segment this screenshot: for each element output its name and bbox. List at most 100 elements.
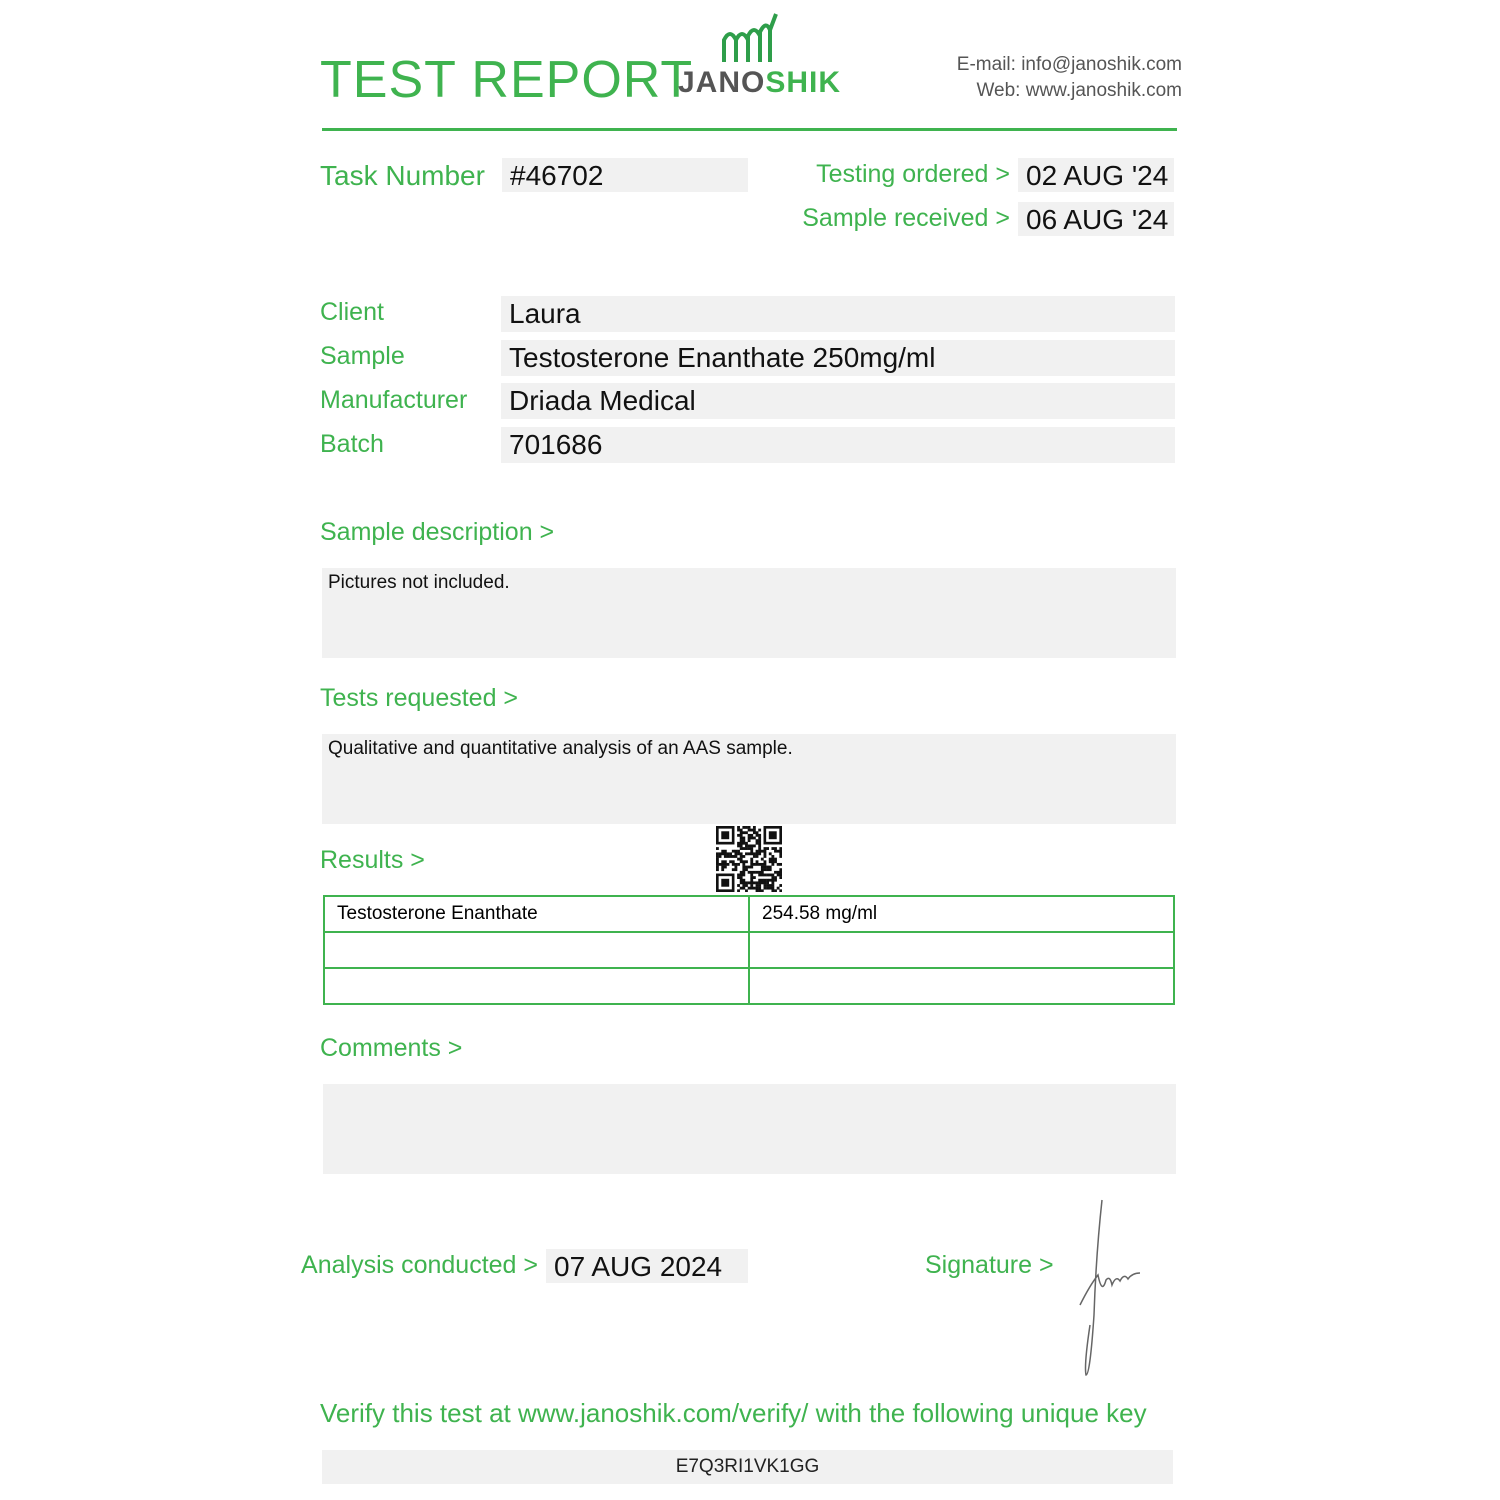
compound-cell: Testosterone Enanthate xyxy=(323,895,750,933)
table-row xyxy=(323,931,1175,969)
qr-module xyxy=(779,868,782,872)
qr-module xyxy=(779,855,782,858)
qr-module xyxy=(716,865,719,869)
qr-module xyxy=(752,855,756,858)
logo-chart-icon xyxy=(722,13,778,62)
qr-module xyxy=(760,881,764,885)
qr-module xyxy=(742,873,746,877)
qr-module xyxy=(745,831,748,835)
qr-module xyxy=(737,852,740,856)
qr-module xyxy=(755,862,759,866)
qr-module xyxy=(774,857,777,861)
analysis-date: 07 AUG 2024 xyxy=(546,1249,748,1283)
qr-module xyxy=(739,860,743,864)
qr-module xyxy=(726,852,730,856)
qr-module xyxy=(731,868,735,872)
qr-module xyxy=(752,852,756,856)
qr-module xyxy=(766,878,769,882)
qr-module xyxy=(747,836,751,840)
qr-module xyxy=(716,860,719,864)
qr-module xyxy=(739,873,743,877)
qr-module xyxy=(752,828,756,832)
manufacturer-value: Driada Medical xyxy=(501,383,1175,419)
qr-module xyxy=(750,876,754,879)
result-cell xyxy=(748,931,1175,969)
qr-module xyxy=(718,855,722,858)
qr-module xyxy=(758,884,762,887)
qr-module xyxy=(745,860,748,864)
qr-module xyxy=(734,852,738,856)
qr-module xyxy=(726,855,730,858)
qr-module xyxy=(760,870,764,874)
qr-module xyxy=(750,865,754,869)
qr-module xyxy=(768,857,772,861)
sample-description-text: Pictures not included. xyxy=(322,568,1176,658)
qr-module xyxy=(747,828,751,832)
qr-module xyxy=(760,889,764,892)
qr-module xyxy=(739,844,743,848)
qr-module xyxy=(763,855,767,858)
qr-module xyxy=(779,849,782,853)
qr-module xyxy=(726,862,730,866)
qr-module xyxy=(750,878,754,882)
qr-module xyxy=(774,849,777,853)
qr-module xyxy=(755,855,759,858)
qr-module xyxy=(758,889,762,892)
email-link[interactable]: E-mail: info@janoshik.com xyxy=(956,54,1182,75)
qr-module xyxy=(758,841,762,845)
batch-label: Batch xyxy=(320,430,384,458)
sample-value: Testosterone Enanthate 250mg/ml xyxy=(501,340,1175,376)
web-link[interactable]: Web: www.janoshik.com xyxy=(976,80,1182,101)
result-cell: 254.58 mg/ml xyxy=(748,895,1175,933)
qr-module xyxy=(750,886,754,890)
qr-module xyxy=(750,836,754,840)
qr-module xyxy=(750,833,754,837)
qr-module xyxy=(750,857,754,861)
qr-module xyxy=(739,857,743,861)
logo-text: JANOSHIK xyxy=(678,66,842,99)
qr-module xyxy=(745,852,748,856)
table-row: Testosterone Enanthate 254.58 mg/ml xyxy=(323,895,1175,933)
qr-module xyxy=(766,865,769,869)
qr-module xyxy=(763,886,767,890)
qr-module xyxy=(737,841,740,845)
qr-module xyxy=(750,862,754,866)
qr-module xyxy=(763,852,767,856)
qr-module xyxy=(766,847,769,850)
qr-module xyxy=(771,889,775,892)
qr-module xyxy=(758,881,762,885)
verify-instructions: Verify this test at www.janoshik.com/ver… xyxy=(320,1398,1147,1428)
qr-module xyxy=(716,857,719,861)
qr-module xyxy=(755,881,759,885)
signature-image xyxy=(1079,1199,1141,1376)
qr-module xyxy=(776,886,780,890)
qr-module xyxy=(734,865,738,869)
qr-module xyxy=(758,849,762,853)
qr-module xyxy=(774,878,777,882)
qr-module xyxy=(758,870,762,874)
qr-module xyxy=(771,884,775,887)
qr-module xyxy=(716,855,719,858)
qr-module xyxy=(768,886,772,890)
qr-code[interactable] xyxy=(716,826,782,892)
qr-module xyxy=(771,873,775,877)
qr-module xyxy=(779,870,782,874)
qr-module xyxy=(760,873,764,877)
qr-module xyxy=(739,876,743,879)
qr-module xyxy=(766,881,769,885)
qr-module xyxy=(758,886,762,890)
qr-module xyxy=(763,847,767,850)
qr-module xyxy=(758,878,762,882)
qr-module xyxy=(750,844,754,848)
qr-module xyxy=(771,855,775,858)
qr-module xyxy=(739,870,743,874)
qr-finder xyxy=(721,878,730,887)
qr-module xyxy=(771,876,775,879)
qr-module xyxy=(760,862,764,866)
qr-module xyxy=(768,860,772,864)
qr-module xyxy=(747,826,751,829)
qr-module xyxy=(768,884,772,887)
qr-module xyxy=(739,886,743,890)
comments-text xyxy=(323,1084,1176,1174)
signature-label: Signature > xyxy=(925,1251,1054,1279)
